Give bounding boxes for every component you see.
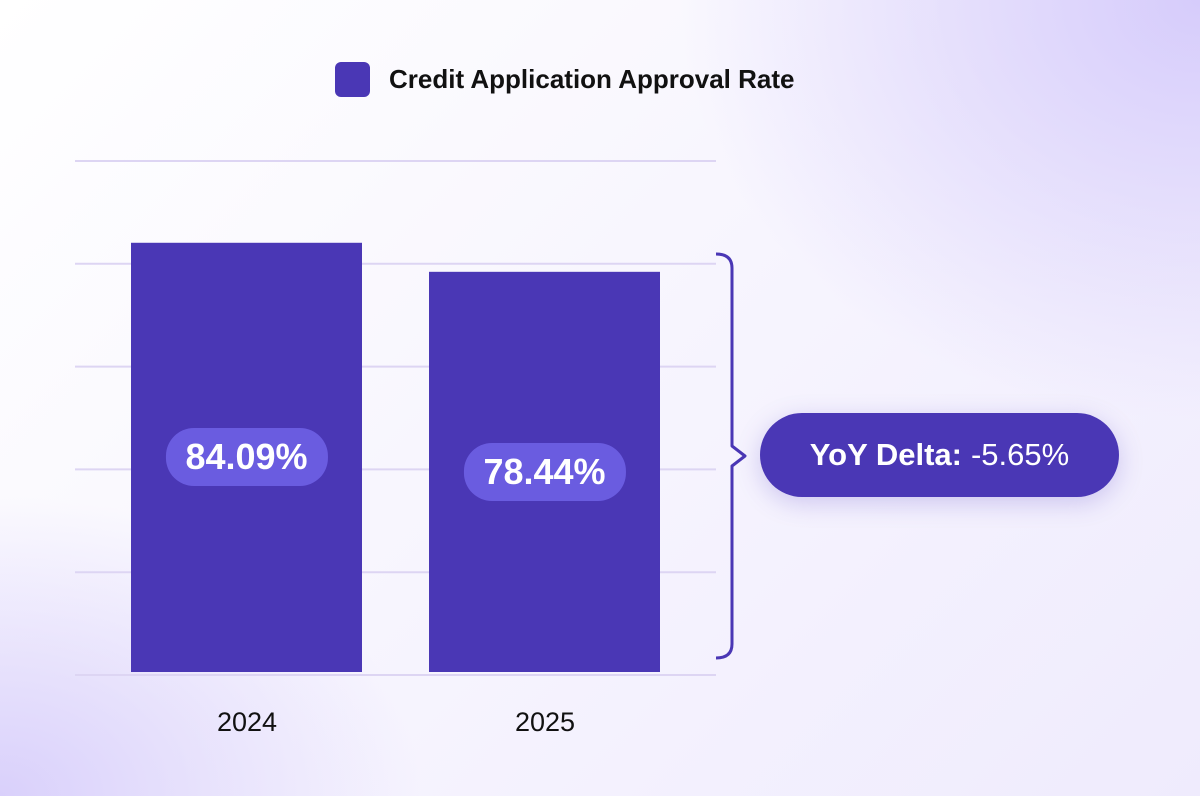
yoy-delta-badge: YoY Delta: -5.65% bbox=[760, 413, 1119, 497]
data-label-2025: 78.44% bbox=[463, 442, 626, 501]
x-tick-2024: 2024 bbox=[216, 707, 278, 737]
data-label-2024: 84.09% bbox=[165, 428, 328, 487]
legend-swatch bbox=[335, 62, 370, 97]
legend: Credit Application Approval Rate bbox=[335, 62, 794, 97]
yoy-delta-label: YoY Delta: bbox=[809, 437, 962, 472]
legend-label: Credit Application Approval Rate bbox=[389, 64, 795, 94]
x-tick-2025: 2025 bbox=[514, 707, 576, 737]
delta-brace bbox=[715, 252, 747, 660]
yoy-delta-value: -5.65% bbox=[970, 437, 1070, 472]
